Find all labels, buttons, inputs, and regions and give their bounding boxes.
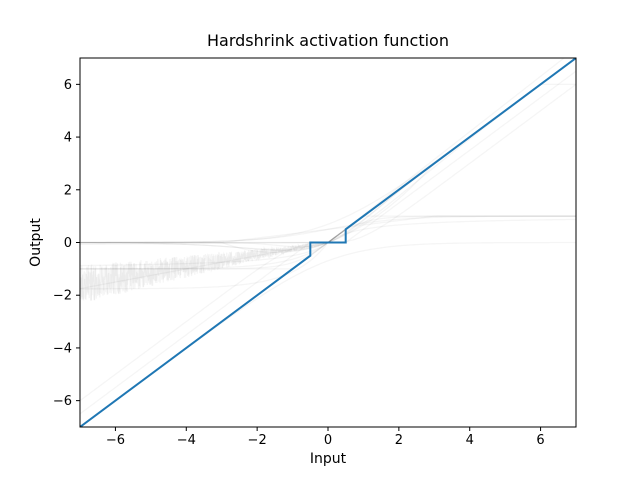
background-curve-hardsigmoid	[80, 215, 576, 244]
y-tick-label: 2	[64, 183, 72, 198]
background-curve-elu	[80, 58, 576, 270]
background-curve-mish	[80, 58, 576, 252]
background-curve-hardswish	[80, 58, 576, 254]
background-curve-relu6	[80, 83, 576, 244]
x-tick-label: 2	[395, 433, 403, 448]
axes-layer: −6 −4 −2 0 2 4 6 −6 −4 −2 0 2 4 6	[53, 57, 577, 448]
x-tick-label: −2	[248, 433, 267, 448]
x-axis-label: Input	[310, 451, 347, 467]
x-tick-label: 4	[466, 433, 474, 448]
y-axis-label: Output	[28, 218, 44, 267]
y-tick-label: 0	[64, 236, 72, 251]
background-curve-gelu	[80, 58, 576, 248]
main-curve-layer	[80, 58, 576, 427]
y-tick-label: −4	[53, 341, 72, 356]
background-curve-sigmoid	[80, 215, 576, 244]
chart-title: Hardshrink activation function	[207, 31, 449, 50]
y-tick-label: −6	[53, 394, 72, 409]
background-curve-prelu	[80, 58, 576, 290]
x-tick-label: −4	[177, 433, 196, 448]
background-curve-relu	[80, 58, 576, 244]
background-curves-layer	[80, 58, 576, 427]
background-curve-softplus	[80, 58, 576, 244]
background-curve-selu	[80, 58, 566, 290]
x-tick-label: −6	[106, 433, 125, 448]
y-tick-label: −2	[53, 289, 72, 304]
x-tick-label: 0	[324, 433, 332, 448]
y-tick-label: 4	[64, 131, 72, 146]
x-tick-label: 6	[536, 433, 544, 448]
y-tick-label: 6	[64, 78, 72, 93]
hardshrink-line	[80, 58, 576, 427]
